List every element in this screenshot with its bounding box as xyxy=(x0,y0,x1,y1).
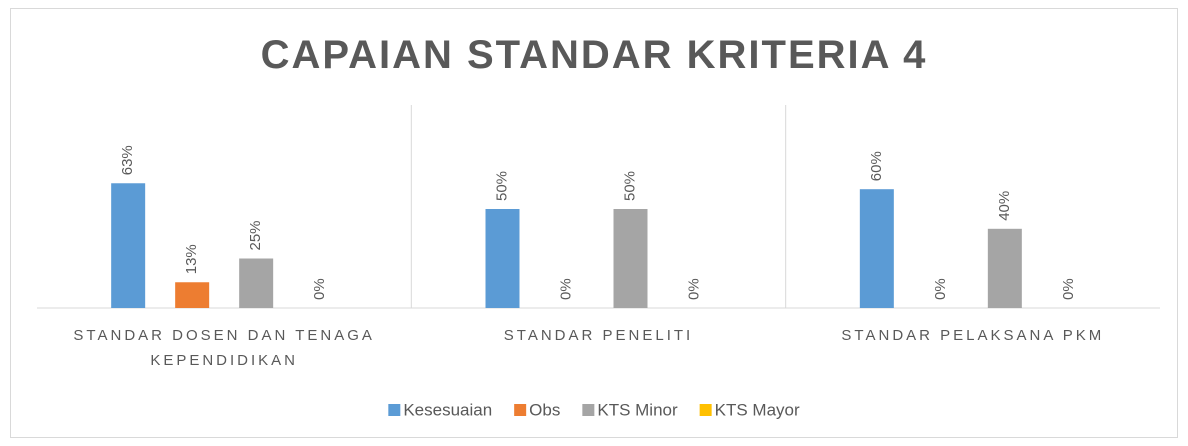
chart-border xyxy=(10,8,1178,438)
value-label: 0% xyxy=(932,278,949,300)
value-label: 63% xyxy=(119,145,136,175)
value-label: 25% xyxy=(247,220,264,250)
bar xyxy=(987,228,1022,308)
value-label: 50% xyxy=(621,171,638,201)
bar xyxy=(111,183,146,308)
legend-swatch xyxy=(582,404,595,416)
x-tick-label-line: STANDAR DOSEN DAN TENAGA xyxy=(73,327,374,344)
bar xyxy=(175,282,210,308)
legend-swatch xyxy=(699,404,712,416)
legend-label: KTS Mayor xyxy=(715,400,800,419)
value-label: 13% xyxy=(183,244,200,274)
value-label: 0% xyxy=(1060,278,1077,300)
x-tick-label: STANDAR PELAKSANA PKM xyxy=(841,327,1104,344)
bar xyxy=(613,209,648,308)
bar xyxy=(239,258,274,308)
x-tick-label-line: KEPENDIDIKAN xyxy=(150,352,298,369)
x-tick-label: STANDAR DOSEN DAN TENAGA KEPENDIDIKAN xyxy=(73,327,374,369)
value-label: 0% xyxy=(685,278,702,300)
value-label: 50% xyxy=(493,171,510,201)
value-label: 40% xyxy=(996,191,1013,221)
value-label: 0% xyxy=(311,278,328,300)
legend: Kesesuaian Obs KTS Minor KTS Mayor xyxy=(388,400,800,419)
bar xyxy=(485,209,520,308)
chart-title: CAPAIAN STANDAR KRITERIA 4 xyxy=(261,33,928,77)
bar xyxy=(859,189,894,308)
legend-label: Kesesuaian xyxy=(403,400,492,419)
value-label: 0% xyxy=(557,278,574,300)
legend-swatch xyxy=(388,404,401,416)
legend-label: Obs xyxy=(529,400,560,419)
value-label: 60% xyxy=(868,151,885,181)
legend-label: KTS Minor xyxy=(597,400,678,419)
legend-swatch xyxy=(514,404,527,416)
x-tick-label: STANDAR PENELITI xyxy=(504,327,693,344)
